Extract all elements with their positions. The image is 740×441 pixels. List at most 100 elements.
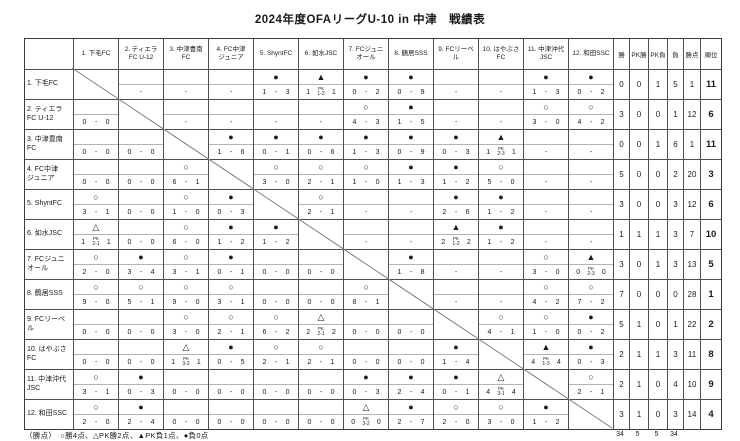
score-dash: - [589,88,593,96]
score-home: 1 [352,148,357,156]
score-dash: - [139,358,143,366]
result-score: 0-1 [209,264,253,279]
result-symbol [164,400,208,414]
text-line: 2. ティエラ [27,105,63,113]
stat-column-header: PK勝 [629,39,648,69]
match-cell [118,99,163,129]
result-score: 0-0 [119,204,163,219]
text-line: 12. 和田SSC [27,410,68,418]
score-home: 0 [217,418,222,426]
score-home: 4 [531,358,536,366]
rank-cell: 4 [700,399,721,429]
score-home: 0 [217,268,222,276]
result-symbol [119,130,163,144]
stat-cell: 22 [683,309,700,339]
score-home: 3 [217,298,222,306]
result-score: - [344,234,388,249]
result-score: 6-2 [254,324,298,339]
not-played-dash: - [589,238,593,246]
empty-half [119,115,163,130]
match-cell: 0-0 [388,339,433,369]
match-cell: - [298,99,343,129]
stat-cell: 14 [683,399,700,429]
match-cell: ● 2-7 [388,399,433,429]
match-cell: - [388,219,433,249]
score-home: 1 [306,88,311,96]
match-cell: ● 1-2 [253,219,298,249]
score-away: 0 [195,298,200,306]
result-score: 1 PK 2-1 1 [74,234,118,249]
text-line: FC [181,54,191,61]
match-cell: ● 0-1 [253,129,298,159]
score-dash: - [544,298,548,306]
not-played-dash: - [409,238,413,246]
match-cell [253,189,298,219]
match-cell: 0-0 [253,399,298,429]
result-score: 0-0 [209,414,253,429]
not-played-dash: - [454,118,458,126]
result-symbol [254,370,298,384]
result-symbol: ● [453,191,459,202]
score-dash: - [274,238,278,246]
team-column-header: 8. 鶴居SSS [388,39,433,69]
result-symbol [569,130,613,144]
pk-score: 3-2 [362,420,370,427]
score-home: 0 [127,178,132,186]
match-cell: 0-0 [298,249,343,279]
score-away: 1 [331,88,336,96]
match-cell: ● 0-1 [433,369,478,399]
match-cell: ● 0-2 [568,309,613,339]
score-home: 0 [127,148,132,156]
score-dash: - [94,178,98,186]
team-row: 7. FCジュニ オール ○ 2-0 ● 3-4 ○ 3-1 ● 0-1 0-0 0-0 ● 1-8- - ○… [25,249,721,279]
corner-cell [25,39,73,69]
text-line: FC U-12 [128,54,154,61]
rank-cell: 2 [700,309,721,339]
result-symbol: ○ [228,281,234,292]
empty-half [209,175,253,190]
score-dash: - [274,268,278,276]
result-score: 2-0 [74,414,118,429]
text-line: JSC [539,54,553,61]
result-symbol [389,310,433,324]
match-cell: ● 1-5 [388,99,433,129]
match-cell: ○ 1-0 [343,159,388,189]
stat-cell: 1 [667,99,683,129]
score-away: 0 [240,418,245,426]
stat-cell: 10 [683,369,700,399]
team-row-label: 7. FCジュニ オール [25,249,73,279]
result-symbol: ○ [498,161,504,172]
match-cell: - [523,129,568,159]
result-score: 1-2 [209,234,253,249]
score-dash: - [364,328,368,336]
team-row-label: 10. はやぶさ FC [25,339,73,369]
result-score: 0-9 [389,84,433,99]
result-score: 0-0 [74,354,118,369]
result-score: 0-0 [164,384,208,399]
result-score: - [209,114,253,129]
score-dash: - [589,118,593,126]
result-score: 2-7 [389,414,433,429]
stat-cell: 5 [613,309,629,339]
result-symbol [524,160,568,174]
result-symbol [524,190,568,204]
pk-score: 2-1 [92,240,100,247]
result-symbol [299,400,343,414]
match-cell: ○ 9-0 [73,279,118,309]
score-home: 0 [307,418,312,426]
result-symbol: ● [318,131,324,142]
score-away: 1 [150,298,155,306]
score-home: 3 [172,268,177,276]
result-symbol: ○ [273,311,279,322]
match-cell: ● 0-1 [208,249,253,279]
stat-total: 34 [616,430,624,438]
text-line: 11. 中津沖代 [527,45,565,53]
rank-cell: 1 [700,279,721,309]
result-score: 0-1 [434,384,478,399]
result-score: 3-0 [479,414,523,429]
score-home: 1 [171,358,176,366]
result-score: 2-6 [434,204,478,219]
match-cell: ● 0-3 [433,129,478,159]
match-cell: ○ 3-1 [163,249,208,279]
stat-cell: 1 [648,219,667,249]
